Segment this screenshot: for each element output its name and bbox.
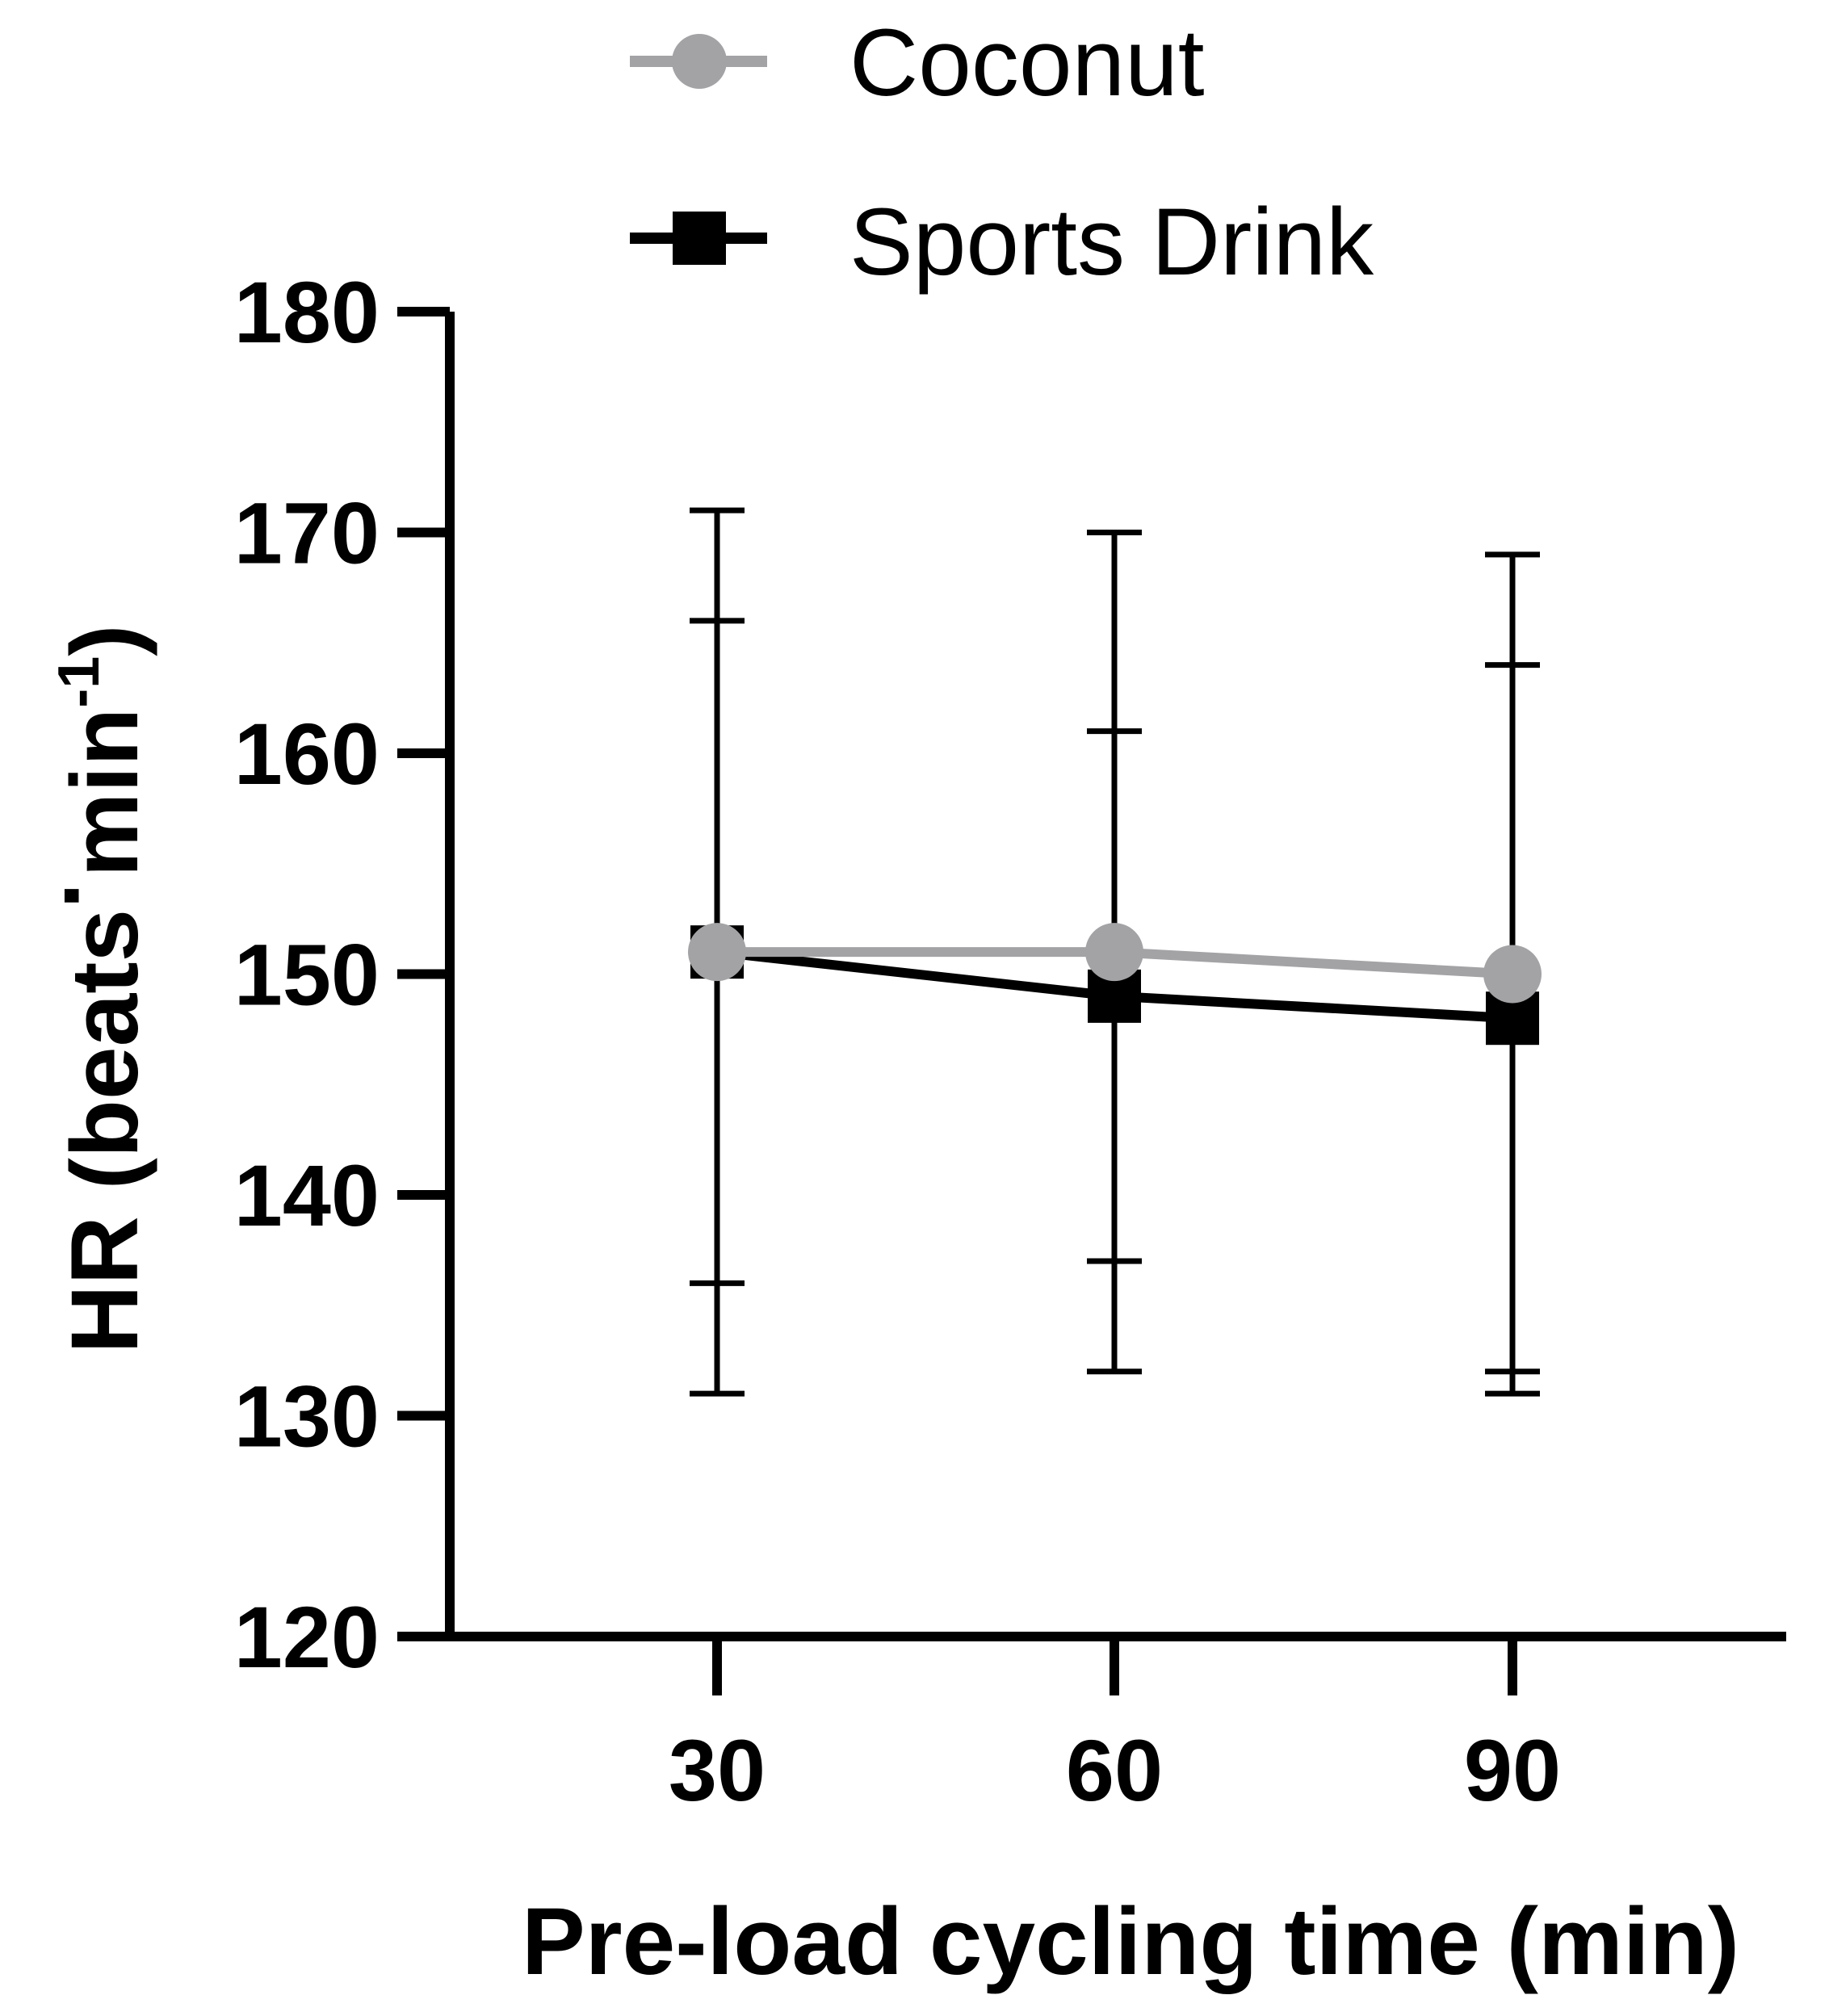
y-tick-label-130: 130 bbox=[234, 1368, 380, 1465]
data-point-coconut-60 bbox=[1085, 923, 1143, 982]
x-tick-label-30: 30 bbox=[669, 1721, 766, 1819]
x-tick-label-60: 60 bbox=[1066, 1721, 1163, 1819]
y-axis-title-dot: · bbox=[18, 878, 124, 909]
y-tick-label-140: 140 bbox=[234, 1146, 380, 1244]
data-point-coconut-30 bbox=[688, 923, 746, 982]
y-axis-title-unit: min bbox=[52, 708, 158, 878]
y-tick-label-180: 180 bbox=[234, 263, 380, 361]
y-tick-label-120: 120 bbox=[234, 1588, 380, 1686]
legend-marker-sports-drink bbox=[673, 212, 726, 265]
y-axis-title-superscript: -1 bbox=[47, 656, 111, 708]
legend-marker-coconut bbox=[672, 34, 727, 89]
x-tick-label-90: 90 bbox=[1464, 1721, 1561, 1819]
y-tick-label-170: 170 bbox=[234, 484, 380, 582]
legend-label-coconut: Coconut bbox=[849, 10, 1205, 116]
x-axis-title: Pre-load cycling time (min) bbox=[522, 1888, 1739, 1995]
y-axis-title-close: ) bbox=[52, 624, 158, 656]
y-tick-label-150: 150 bbox=[234, 926, 380, 1024]
legend: Coconut Sports Drink bbox=[630, 10, 1374, 295]
y-axis-title: HR (beats·min-1) bbox=[18, 624, 158, 1353]
data-point-coconut-90 bbox=[1483, 945, 1542, 1004]
legend-label-sports-drink: Sports Drink bbox=[849, 189, 1374, 295]
series-markers bbox=[688, 923, 1542, 1046]
y-ticks: 120 130 140 150 160 170 180 bbox=[234, 263, 450, 1686]
y-axis-title-main: HR (beats bbox=[52, 909, 158, 1354]
y-tick-label-160: 160 bbox=[234, 705, 380, 803]
x-ticks: 30 60 90 bbox=[669, 1637, 1561, 1819]
